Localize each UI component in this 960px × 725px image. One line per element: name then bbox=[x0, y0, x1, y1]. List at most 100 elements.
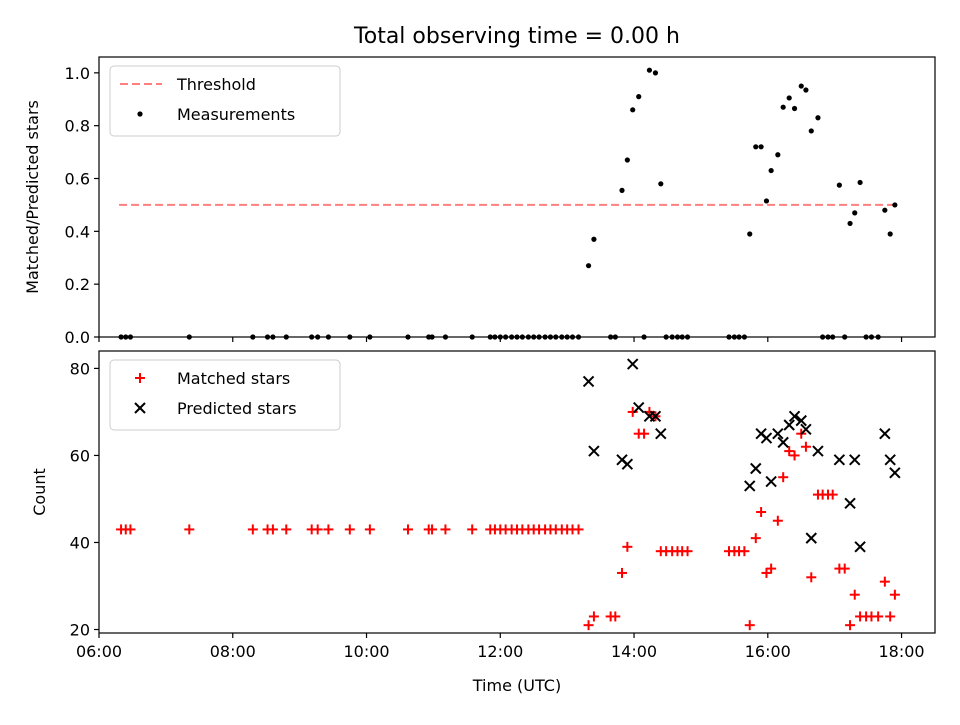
predicted-point bbox=[812, 445, 824, 457]
matched-point bbox=[344, 524, 355, 535]
predicted-point bbox=[588, 445, 600, 457]
x-tick-label: 06:00 bbox=[76, 642, 122, 661]
matched-point bbox=[622, 541, 633, 552]
predicted-point bbox=[626, 358, 639, 370]
matched-point bbox=[402, 524, 413, 535]
predicted-point bbox=[805, 532, 817, 544]
y-tick-label: 1.0 bbox=[65, 64, 90, 83]
predicted-point bbox=[750, 462, 762, 475]
measurement-point bbox=[791, 105, 798, 112]
matched-point bbox=[885, 611, 896, 622]
matched-point bbox=[827, 489, 838, 500]
predicted-point-b bbox=[655, 427, 667, 440]
predicted-point bbox=[621, 458, 634, 470]
predicted-point-b bbox=[889, 467, 901, 479]
measurement-point bbox=[753, 144, 759, 150]
predicted-point-b bbox=[626, 358, 639, 370]
legend-box bbox=[109, 359, 341, 431]
predicted-point-b bbox=[812, 445, 824, 457]
chart-title: Total observing time = 0.00 h bbox=[353, 24, 680, 49]
measurement-point bbox=[652, 70, 659, 76]
measurement-point bbox=[747, 231, 753, 237]
series-measurements bbox=[118, 67, 898, 340]
measurement-point bbox=[847, 220, 853, 227]
predicted-point-b bbox=[800, 423, 812, 436]
y-tick-label: 20 bbox=[70, 621, 90, 640]
matched-point bbox=[761, 567, 772, 578]
predicted-point-b bbox=[805, 532, 817, 544]
measurement-point bbox=[780, 104, 786, 110]
matched-point bbox=[800, 441, 811, 452]
predicted-point bbox=[760, 432, 773, 444]
predicted-point-b bbox=[772, 427, 784, 440]
matched-point bbox=[744, 620, 755, 631]
measurement-point bbox=[786, 95, 792, 101]
predicted-point-b bbox=[879, 427, 891, 440]
legend-measurement-swatch bbox=[137, 111, 143, 117]
predicted-point bbox=[849, 454, 861, 466]
predicted-point-b bbox=[588, 445, 600, 457]
matched-point bbox=[639, 428, 650, 439]
matched-point bbox=[889, 589, 900, 600]
legend: Threshold Measurements bbox=[109, 65, 341, 137]
measurement-point bbox=[768, 167, 774, 174]
predicted-point bbox=[884, 454, 896, 466]
measurement-point bbox=[619, 187, 625, 193]
predicted-point bbox=[777, 436, 789, 449]
matched-point bbox=[682, 546, 693, 557]
matched-point bbox=[766, 563, 777, 574]
matched-point bbox=[778, 472, 789, 483]
predicted-point bbox=[655, 427, 667, 440]
predicted-point-b bbox=[744, 480, 756, 492]
matched-point bbox=[467, 524, 478, 535]
measurement-point bbox=[808, 128, 814, 134]
predicted-point bbox=[788, 410, 801, 422]
predicted-point bbox=[795, 414, 807, 427]
x-tick-label: 18:00 bbox=[879, 642, 925, 661]
series-matched-stars bbox=[116, 406, 900, 631]
predicted-point bbox=[844, 497, 856, 510]
measurement-point bbox=[836, 182, 842, 188]
matched-point bbox=[610, 611, 621, 622]
predicted-point-b bbox=[777, 436, 789, 449]
predicted-point bbox=[649, 410, 662, 422]
matched-point bbox=[839, 563, 850, 574]
y-tick-label: 80 bbox=[70, 359, 90, 378]
measurement-point bbox=[815, 115, 821, 121]
matched-point bbox=[125, 524, 136, 535]
predicted-point-b bbox=[633, 401, 645, 414]
y-tick-label: 0.2 bbox=[65, 275, 90, 294]
measurement-point bbox=[892, 202, 898, 208]
y-axis-label: Matched/Predicted stars bbox=[23, 100, 42, 294]
measurement-point bbox=[887, 231, 893, 237]
matched-point bbox=[627, 406, 638, 417]
predicted-point-b bbox=[844, 497, 856, 510]
y-tick-label: 0.6 bbox=[65, 170, 90, 189]
predicted-point-b bbox=[854, 541, 866, 553]
measurement-point bbox=[624, 157, 630, 163]
legend: Matched stars Predicted stars bbox=[109, 359, 341, 431]
matched-point bbox=[784, 446, 795, 457]
matched-point bbox=[789, 450, 800, 461]
matched-point bbox=[440, 524, 451, 535]
matched-point bbox=[617, 567, 628, 578]
x-tick-label: 14:00 bbox=[611, 642, 657, 661]
predicted-point-b bbox=[849, 454, 861, 466]
measurement-point bbox=[758, 144, 764, 150]
predicted-point bbox=[889, 467, 901, 479]
series-predicted-stars bbox=[582, 358, 901, 553]
predicted-point-b bbox=[783, 419, 795, 431]
bottom-panel: 20 40 60 80 06:00 08:00 10:00 12:00 14:00 16:00 18… bbox=[30, 350, 936, 695]
matched-point bbox=[247, 524, 258, 535]
predicted-point bbox=[582, 375, 595, 388]
y-tick-label: 60 bbox=[70, 446, 90, 465]
matched-point bbox=[573, 524, 584, 535]
axes-frame bbox=[98, 350, 936, 634]
matched-point bbox=[873, 611, 884, 622]
predicted-point-b bbox=[750, 462, 762, 475]
matched-point bbox=[588, 611, 599, 622]
predicted-point bbox=[633, 401, 645, 414]
matched-point bbox=[323, 524, 334, 535]
matched-point bbox=[281, 524, 292, 535]
